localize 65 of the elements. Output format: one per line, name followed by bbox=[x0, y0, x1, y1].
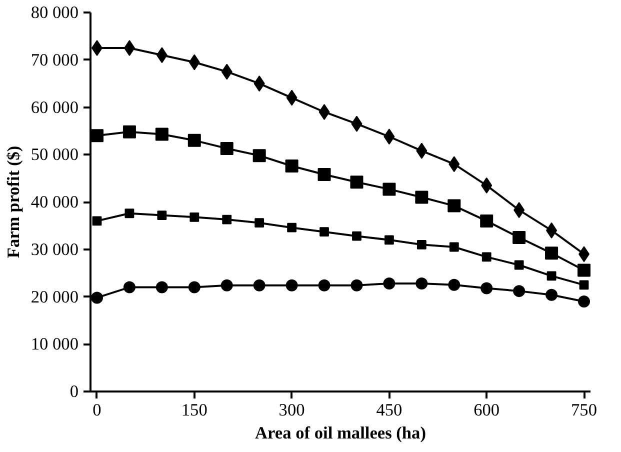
x-tick-label: 750 bbox=[571, 400, 598, 420]
point bbox=[480, 282, 493, 294]
point bbox=[155, 128, 168, 141]
point bbox=[90, 292, 103, 304]
x-axis-title: Area of oil mallees (ha) bbox=[255, 424, 426, 442]
point bbox=[578, 264, 590, 277]
point bbox=[415, 190, 428, 204]
y-tick-label: 60 000 bbox=[30, 98, 79, 117]
y-tick-label: 40 000 bbox=[30, 192, 79, 212]
point bbox=[220, 142, 234, 155]
point bbox=[318, 168, 331, 182]
y-tick-label: 70 000 bbox=[30, 50, 79, 70]
point bbox=[546, 288, 558, 301]
point bbox=[222, 214, 232, 224]
x-tick-label: 600 bbox=[474, 400, 500, 420]
point bbox=[513, 285, 526, 298]
y-tick-label: 50 000 bbox=[30, 145, 79, 164]
point bbox=[449, 242, 459, 252]
point bbox=[545, 246, 558, 260]
point bbox=[383, 277, 396, 290]
point bbox=[350, 176, 364, 189]
point bbox=[285, 159, 298, 172]
point bbox=[382, 182, 396, 196]
point bbox=[448, 278, 460, 291]
y-axis-title: Farm profit ($) bbox=[4, 146, 23, 258]
point bbox=[480, 214, 494, 228]
y-tick-label: 30 000 bbox=[30, 240, 79, 259]
point bbox=[92, 216, 102, 226]
x-tick-label: 450 bbox=[376, 400, 402, 420]
point bbox=[514, 260, 524, 270]
point bbox=[512, 231, 526, 244]
x-tick-label: 0 bbox=[92, 400, 102, 420]
point bbox=[579, 280, 589, 290]
point bbox=[578, 296, 590, 308]
point bbox=[188, 281, 200, 294]
point bbox=[416, 240, 426, 250]
x-tick-label: 150 bbox=[181, 400, 208, 420]
point bbox=[416, 277, 428, 290]
point bbox=[448, 199, 461, 212]
point bbox=[254, 218, 264, 228]
point bbox=[350, 279, 363, 292]
point bbox=[320, 227, 329, 237]
point bbox=[352, 231, 362, 241]
y-tick-label: 10 000 bbox=[30, 334, 79, 354]
point bbox=[318, 279, 330, 292]
point bbox=[122, 125, 136, 138]
point bbox=[190, 212, 200, 222]
point bbox=[124, 208, 134, 218]
point bbox=[157, 210, 167, 220]
point bbox=[123, 281, 136, 294]
point bbox=[156, 281, 168, 294]
y-tick-label: 20 000 bbox=[30, 287, 79, 306]
point bbox=[546, 271, 556, 281]
point bbox=[188, 134, 201, 147]
point bbox=[287, 222, 296, 232]
point bbox=[253, 279, 266, 292]
point bbox=[482, 252, 492, 262]
y-tick-label: 0 bbox=[70, 382, 79, 401]
point bbox=[286, 279, 298, 292]
point bbox=[220, 279, 233, 292]
point bbox=[384, 235, 394, 245]
x-tick-label: 300 bbox=[278, 400, 305, 420]
y-tick-label: 80 000 bbox=[30, 3, 79, 22]
point bbox=[90, 129, 104, 142]
point bbox=[252, 149, 266, 162]
